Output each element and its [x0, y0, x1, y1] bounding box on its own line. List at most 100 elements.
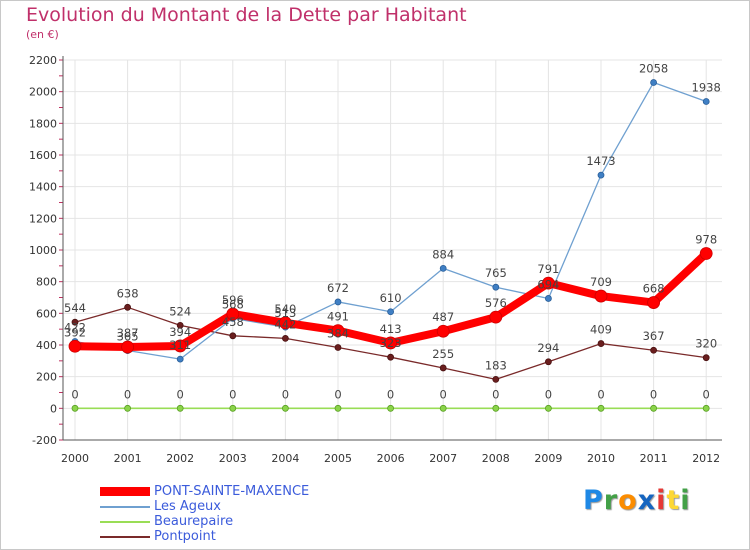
data-label: 765	[485, 266, 507, 280]
chart-title: Evolution du Montant de la Dette par Hab…	[26, 4, 467, 26]
logo-letter: P	[583, 485, 604, 516]
x-tick-label: 2010	[587, 452, 615, 465]
data-point	[173, 339, 187, 353]
data-label: 0	[703, 387, 710, 401]
data-point	[702, 98, 710, 105]
data-label: 365	[117, 330, 139, 344]
data-label: 0	[177, 387, 184, 401]
data-point	[226, 307, 240, 321]
data-point	[597, 404, 605, 412]
x-tick-label: 2008	[482, 452, 510, 465]
data-label: 1473	[586, 154, 615, 168]
data-label: 394	[169, 325, 191, 339]
data-label: 2058	[639, 61, 668, 75]
data-label: 255	[432, 347, 454, 361]
proxiti-logo: Proxiti	[583, 485, 691, 516]
data-point	[436, 324, 450, 338]
data-label: 524	[169, 304, 191, 318]
data-point	[281, 404, 289, 412]
data-point	[387, 404, 395, 412]
data-label: 596	[222, 293, 244, 307]
data-label: 294	[537, 341, 559, 355]
x-tick-label: 2011	[640, 452, 668, 465]
data-label: 544	[64, 301, 86, 315]
y-tick-label: 400	[36, 339, 57, 352]
legend-swatch	[100, 505, 150, 508]
data-point	[489, 310, 503, 324]
data-point	[124, 404, 131, 412]
data-label: 0	[387, 387, 394, 401]
legend-item[interactable]: PONT-SAINTE-MAXENCE	[100, 484, 309, 499]
legend-item[interactable]: Beaurepaire	[100, 514, 309, 529]
data-point	[542, 276, 555, 290]
data-label: 0	[124, 387, 131, 401]
data-point	[650, 346, 657, 354]
x-tick-label: 2003	[219, 452, 247, 465]
data-label: 0	[492, 387, 499, 401]
data-label: 320	[695, 337, 717, 351]
legend-item[interactable]: Les Ageux	[100, 499, 309, 514]
y-tick-label: 1600	[29, 149, 57, 162]
data-point	[647, 296, 660, 309]
data-point	[492, 375, 500, 383]
data-label: 0	[597, 387, 604, 401]
chart-subtitle: (en €)	[26, 28, 59, 41]
legend-label: Pontpoint	[154, 529, 216, 544]
data-point	[492, 283, 500, 291]
data-label: 0	[71, 387, 78, 401]
y-tick-label: 1400	[29, 181, 57, 194]
y-tick-label: 1000	[29, 244, 57, 257]
data-label: 392	[64, 325, 86, 339]
legend-label: PONT-SAINTE-MAXENCE	[154, 484, 310, 499]
data-point	[334, 344, 342, 351]
data-point	[545, 358, 552, 366]
gridlines	[63, 59, 722, 441]
data-label: 458	[222, 315, 244, 329]
data-point	[121, 340, 134, 354]
data-label: 694	[537, 277, 559, 291]
data-point	[439, 364, 447, 372]
legend-swatch	[100, 520, 150, 523]
data-point	[597, 340, 605, 347]
logo-letter: o	[618, 485, 638, 516]
data-label: 409	[590, 323, 612, 337]
data-label: 568	[222, 297, 244, 311]
data-label: 978	[695, 232, 717, 246]
data-label: 668	[643, 282, 665, 296]
x-tick-label: 2012	[692, 452, 720, 465]
legend-item[interactable]: Pontpoint	[100, 529, 309, 544]
data-label: 0	[650, 387, 657, 401]
data-label: 442	[274, 317, 296, 331]
data-point	[71, 404, 79, 412]
x-tick-label: 2005	[324, 452, 352, 465]
data-label: 540	[274, 302, 296, 316]
data-point	[278, 316, 292, 330]
logo-letter: i	[680, 485, 691, 516]
data-point	[387, 353, 395, 361]
y-tick-label: -200	[32, 434, 57, 447]
data-point	[71, 318, 79, 326]
data-label: 0	[545, 387, 552, 401]
y-tick-label: 0	[50, 402, 57, 415]
x-tick-label: 2000	[61, 452, 89, 465]
data-label: 0	[440, 387, 447, 401]
data-point	[545, 404, 552, 412]
data-label: 513	[274, 306, 296, 320]
legend-swatch	[100, 535, 150, 538]
data-label: 1938	[692, 80, 721, 94]
data-label: 884	[432, 247, 454, 261]
data-label: 610	[380, 291, 402, 305]
data-point	[176, 321, 184, 329]
y-tick-label: 800	[36, 276, 57, 289]
data-point	[124, 303, 131, 311]
data-point	[334, 298, 342, 306]
x-tick-label: 2006	[377, 452, 405, 465]
logo-letter: r	[603, 485, 619, 516]
data-label: 367	[643, 329, 665, 343]
data-point	[387, 308, 395, 316]
x-tick-label: 2001	[114, 452, 142, 465]
data-point	[439, 264, 447, 272]
data-label: 387	[117, 326, 139, 340]
data-label: 638	[117, 286, 139, 300]
